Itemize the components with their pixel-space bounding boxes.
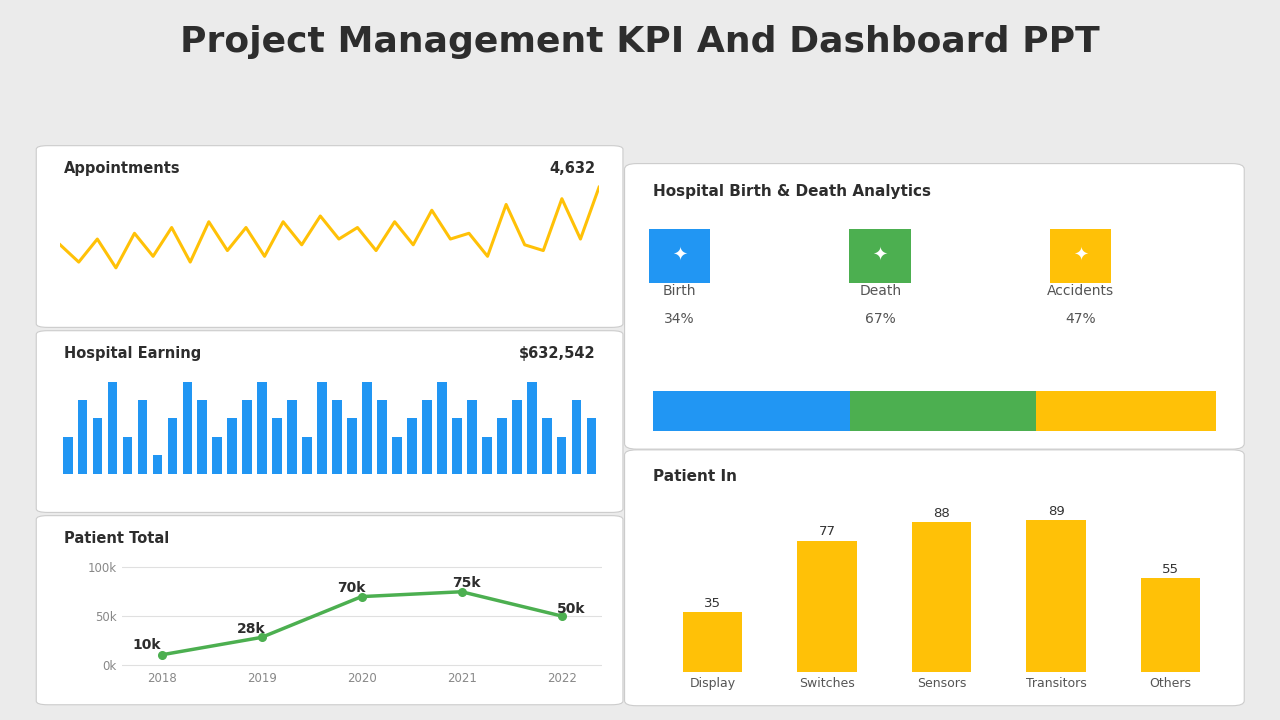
- FancyBboxPatch shape: [846, 226, 914, 286]
- Bar: [287, 400, 297, 474]
- FancyBboxPatch shape: [36, 516, 623, 705]
- Text: 28k: 28k: [237, 622, 266, 636]
- Bar: [138, 400, 147, 474]
- Text: 55: 55: [1162, 563, 1179, 576]
- Bar: [317, 382, 326, 474]
- Text: 77: 77: [818, 526, 836, 539]
- Bar: [362, 382, 372, 474]
- Text: Hospital Earning: Hospital Earning: [64, 346, 201, 361]
- Text: 10k: 10k: [132, 637, 161, 652]
- Text: 4,632: 4,632: [549, 161, 595, 176]
- Bar: [1027, 521, 1085, 672]
- Text: Death: Death: [859, 284, 901, 298]
- Bar: [92, 418, 102, 474]
- Bar: [302, 437, 312, 474]
- Bar: [481, 437, 492, 474]
- Bar: [183, 382, 192, 474]
- Bar: [212, 437, 223, 474]
- Bar: [63, 437, 73, 474]
- Text: Hospital Birth & Death Analytics: Hospital Birth & Death Analytics: [653, 184, 931, 199]
- Bar: [242, 400, 252, 474]
- Bar: [392, 437, 402, 474]
- Text: Patient In: Patient In: [653, 469, 737, 485]
- Bar: [452, 418, 462, 474]
- Text: 89: 89: [1047, 505, 1065, 518]
- Bar: [911, 522, 972, 672]
- Bar: [541, 418, 552, 474]
- Text: ✦: ✦: [1073, 247, 1088, 265]
- Bar: [497, 418, 507, 474]
- Bar: [123, 437, 132, 474]
- FancyBboxPatch shape: [36, 330, 623, 513]
- Bar: [512, 400, 521, 474]
- Bar: [586, 418, 596, 474]
- Bar: [347, 418, 357, 474]
- Bar: [572, 400, 581, 474]
- Text: Birth: Birth: [663, 284, 696, 298]
- FancyBboxPatch shape: [625, 450, 1244, 706]
- FancyBboxPatch shape: [1047, 226, 1115, 286]
- FancyBboxPatch shape: [646, 226, 713, 286]
- Bar: [273, 418, 282, 474]
- Bar: [257, 382, 268, 474]
- Text: Project Management KPI And Dashboard PPT: Project Management KPI And Dashboard PPT: [180, 25, 1100, 59]
- Bar: [1140, 578, 1201, 672]
- Bar: [78, 400, 87, 474]
- Bar: [168, 418, 178, 474]
- Bar: [378, 400, 387, 474]
- Text: 67%: 67%: [865, 312, 896, 325]
- Bar: [197, 400, 207, 474]
- Text: Appointments: Appointments: [64, 161, 180, 176]
- Bar: [436, 382, 447, 474]
- Bar: [407, 418, 417, 474]
- Text: $632,542: $632,542: [518, 346, 595, 361]
- Text: 70k: 70k: [338, 581, 366, 595]
- Bar: [152, 455, 163, 474]
- Bar: [682, 612, 742, 672]
- FancyBboxPatch shape: [36, 145, 623, 328]
- Text: 35: 35: [704, 597, 721, 610]
- Text: 75k: 75k: [452, 576, 481, 590]
- FancyBboxPatch shape: [625, 163, 1244, 449]
- Text: 47%: 47%: [1065, 312, 1096, 325]
- Text: 50k: 50k: [557, 602, 586, 616]
- Bar: [333, 400, 342, 474]
- Bar: [422, 400, 431, 474]
- Text: Patient Total: Patient Total: [64, 531, 169, 546]
- Text: 34%: 34%: [664, 312, 695, 325]
- Text: 88: 88: [933, 507, 950, 520]
- Bar: [467, 400, 476, 474]
- Text: Accidents: Accidents: [1047, 284, 1115, 298]
- Bar: [797, 541, 856, 672]
- Bar: [557, 437, 567, 474]
- Bar: [108, 382, 118, 474]
- Text: ✦: ✦: [672, 247, 687, 265]
- Text: ✦: ✦: [873, 247, 888, 265]
- Bar: [527, 382, 536, 474]
- Bar: [228, 418, 237, 474]
